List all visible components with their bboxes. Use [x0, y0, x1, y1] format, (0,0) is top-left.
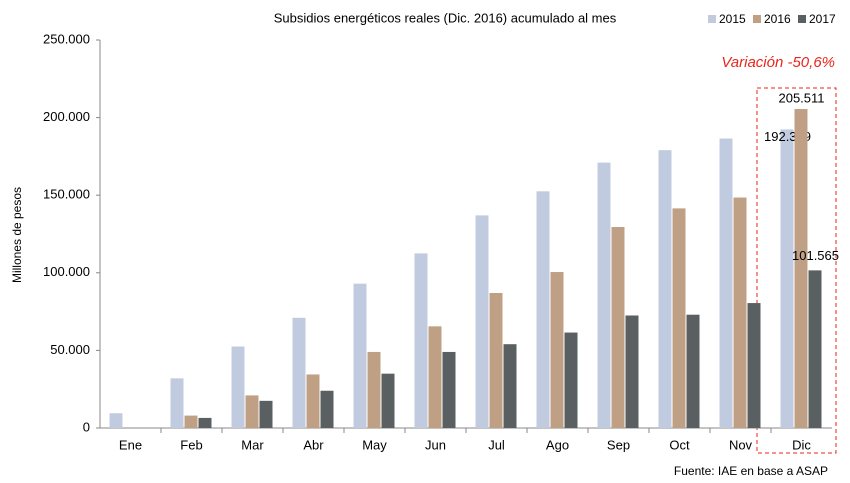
highlight-box — [756, 87, 837, 454]
y-tick-label: 200.000 — [43, 109, 90, 124]
bar — [170, 378, 184, 428]
x-tick-label: Feb — [180, 437, 202, 452]
legend-label: 2015 — [719, 12, 746, 26]
bar — [306, 374, 320, 428]
bar — [564, 332, 578, 428]
bar — [442, 351, 456, 428]
annotation: Variación -50,6% — [721, 54, 835, 71]
chart-title: Subsidios energéticos reales (Dic. 2016)… — [274, 10, 617, 25]
x-tick-label: Ene — [119, 437, 142, 452]
x-tick-label: Dic — [792, 437, 811, 452]
bar — [719, 138, 733, 428]
bar — [686, 314, 700, 428]
y-tick-label: 100.000 — [43, 264, 90, 279]
bar — [536, 191, 550, 428]
bar — [747, 303, 761, 428]
bar — [503, 344, 517, 428]
data-label: 101.565 — [792, 248, 839, 263]
bar — [353, 283, 367, 428]
bar — [184, 415, 198, 428]
y-tick-label: 0 — [83, 419, 90, 434]
bar — [428, 326, 442, 428]
bar — [733, 197, 747, 428]
bar — [658, 150, 672, 428]
x-tick-label: Sep — [607, 437, 630, 452]
data-label: 205.511 — [778, 90, 824, 105]
x-tick-label: Jun — [425, 437, 446, 452]
bar — [550, 272, 564, 428]
legend-swatch — [753, 15, 761, 23]
bar — [320, 390, 334, 428]
bar — [625, 315, 639, 428]
bar — [489, 292, 503, 428]
bar — [780, 129, 794, 429]
bar — [198, 417, 212, 428]
x-tick-label: May — [362, 437, 387, 452]
bar — [597, 162, 611, 428]
bar — [414, 253, 428, 428]
bar — [259, 400, 273, 428]
x-tick-label: Abr — [303, 437, 324, 452]
legend-swatch — [798, 15, 806, 23]
x-tick-label: Mar — [241, 437, 264, 452]
legend-label: 2017 — [809, 12, 836, 26]
bar — [808, 270, 822, 428]
bar — [381, 373, 395, 428]
bar — [292, 317, 306, 428]
x-tick-label: Nov — [729, 437, 753, 452]
bar — [109, 413, 123, 428]
bar — [794, 109, 808, 428]
bar — [367, 351, 381, 428]
bar — [231, 346, 245, 428]
bar — [672, 208, 686, 428]
x-tick-label: Oct — [669, 437, 690, 452]
y-tick-label: 250.000 — [43, 31, 90, 46]
y-tick-label: 50.000 — [50, 342, 90, 357]
bar — [475, 215, 489, 428]
x-tick-label: Ago — [546, 437, 569, 452]
legend-label: 2016 — [764, 12, 791, 26]
y-tick-label: 150.000 — [43, 187, 90, 202]
bar — [245, 395, 259, 428]
bar — [611, 227, 625, 428]
source: Fuente: IAE en base a ASAP — [674, 464, 828, 478]
y-axis-label: Millones de pesos — [10, 187, 24, 283]
x-tick-label: Jul — [488, 437, 505, 452]
legend-swatch — [708, 15, 716, 23]
